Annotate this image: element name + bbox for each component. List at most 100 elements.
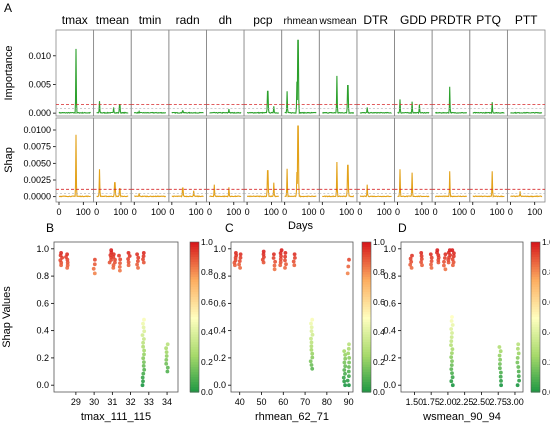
- scatter-point: [443, 256, 447, 260]
- facet-frame: [469, 29, 508, 117]
- y-tick-label: 0.2: [383, 353, 396, 363]
- scatter-point: [516, 342, 521, 347]
- colorbar-segment: [190, 267, 199, 271]
- colorbar-segment: [531, 267, 540, 271]
- colorbar-segment: [190, 357, 199, 361]
- y-tick-label: 0.8: [36, 271, 49, 281]
- colorbar-segment: [190, 242, 199, 246]
- scatter-point: [420, 263, 424, 268]
- colorbar-segment: [190, 259, 199, 263]
- scatter-point: [497, 353, 502, 358]
- scatter-point: [272, 267, 277, 272]
- y-tick-label: 0.6: [213, 298, 226, 308]
- scatter-point: [429, 262, 433, 267]
- facet-label-tmin: tmin: [139, 13, 162, 27]
- scatter-point: [126, 257, 130, 261]
- y-tick-label: 0.000: [28, 108, 51, 118]
- colorbar-segment: [531, 309, 540, 313]
- scatter-point: [343, 356, 348, 361]
- panel-a-facet-plots: tmax tmean tmin radn dh pcp rhmean wsmean DTR GDD…: [3, 13, 546, 232]
- scatter-point: [91, 266, 96, 271]
- scatter-point: [347, 356, 352, 360]
- x-tick-label: 100: [226, 207, 241, 217]
- scatter-point: [238, 266, 243, 270]
- scatter-point: [498, 366, 502, 371]
- colorbar-tick-label: 1.0: [201, 237, 213, 247]
- scatter-point: [342, 368, 347, 372]
- scatter-point: [347, 365, 351, 369]
- colorbar-segment: [531, 324, 540, 328]
- colorbar-segment: [362, 322, 371, 326]
- scatter-point: [515, 383, 520, 388]
- series-line-tmin: [134, 193, 167, 198]
- y-tick-label: 1.0: [36, 244, 49, 254]
- colorbar-segment: [190, 272, 199, 276]
- scatter-point: [118, 257, 123, 262]
- colorbar-segment: [362, 312, 371, 316]
- colorbar-segment: [190, 387, 199, 391]
- scatter-point: [443, 252, 448, 257]
- scatter-point: [442, 259, 446, 264]
- y-tick-label: 0.0050: [23, 158, 51, 168]
- series-line-tmean: [96, 169, 129, 198]
- panel-letter-b: B: [46, 221, 54, 235]
- colorbar-segment: [531, 304, 540, 308]
- series-line-pcp: [246, 170, 280, 198]
- scatter-point: [450, 323, 455, 327]
- colorbar-segment: [362, 259, 371, 263]
- x-tick-label: 90: [344, 397, 354, 407]
- scatter-point: [343, 353, 347, 357]
- scatter-point: [283, 254, 287, 259]
- y-tick-label: 0.0000: [23, 192, 51, 202]
- scatter-point: [309, 340, 314, 345]
- colorbar-segment: [362, 282, 371, 286]
- colorbar-segment: [531, 367, 540, 371]
- scatter-point: [450, 383, 455, 388]
- colorbar-segment: [362, 274, 371, 278]
- scatter-point: [65, 252, 69, 257]
- colorbar-segment: [190, 304, 199, 308]
- colorbar-segment: [531, 294, 540, 298]
- colorbar-segment: [190, 282, 199, 286]
- scatter-point: [237, 262, 242, 267]
- colorbar-tick-label: 0.0: [373, 387, 385, 397]
- colorbar-segment: [362, 364, 371, 368]
- colorbar-segment: [362, 379, 371, 383]
- scatter-point: [498, 374, 503, 379]
- colorbar-tick-label: 0.0: [542, 387, 550, 397]
- scatter-point: [498, 357, 502, 362]
- y-tick-label: 0.8: [383, 271, 396, 281]
- colorbar-segment: [531, 299, 540, 303]
- scatter-point: [65, 263, 70, 268]
- colorbar-segment: [531, 279, 540, 283]
- colorbar-segment: [362, 339, 371, 343]
- colorbar-frame-c: [361, 241, 372, 393]
- colorbar-segment: [531, 307, 540, 311]
- scatter-point: [279, 254, 283, 259]
- scatter-point: [113, 260, 117, 265]
- colorbar-segment: [190, 332, 199, 336]
- scatter-point: [118, 261, 122, 265]
- colorbar-tick-label: 0.8: [542, 267, 550, 277]
- colorbar-segment: [190, 324, 199, 328]
- scatter-point: [451, 263, 455, 268]
- scatter-point: [451, 254, 456, 259]
- colorbar-segment: [190, 284, 199, 288]
- scatter-point: [309, 363, 314, 367]
- colorbar-segment: [190, 254, 199, 258]
- x-tick-label: 30: [89, 397, 99, 407]
- scatter-point: [450, 315, 454, 319]
- colorbar-segment: [362, 362, 371, 366]
- colorbar-segment: [531, 389, 540, 393]
- colorbar-segment: [531, 322, 540, 326]
- scatter-point: [408, 262, 413, 267]
- x-tick-label: 100: [377, 207, 392, 217]
- colorbar-segment: [531, 332, 540, 336]
- scatter-point: [136, 255, 141, 260]
- scatter-point: [347, 374, 351, 378]
- y-axis-label-row-1: Importance: [3, 45, 15, 100]
- scatter-frame-b: [53, 241, 179, 393]
- colorbar-segment: [531, 262, 540, 266]
- x-tick-label: 100: [490, 207, 505, 217]
- colorbar-segment: [362, 377, 371, 381]
